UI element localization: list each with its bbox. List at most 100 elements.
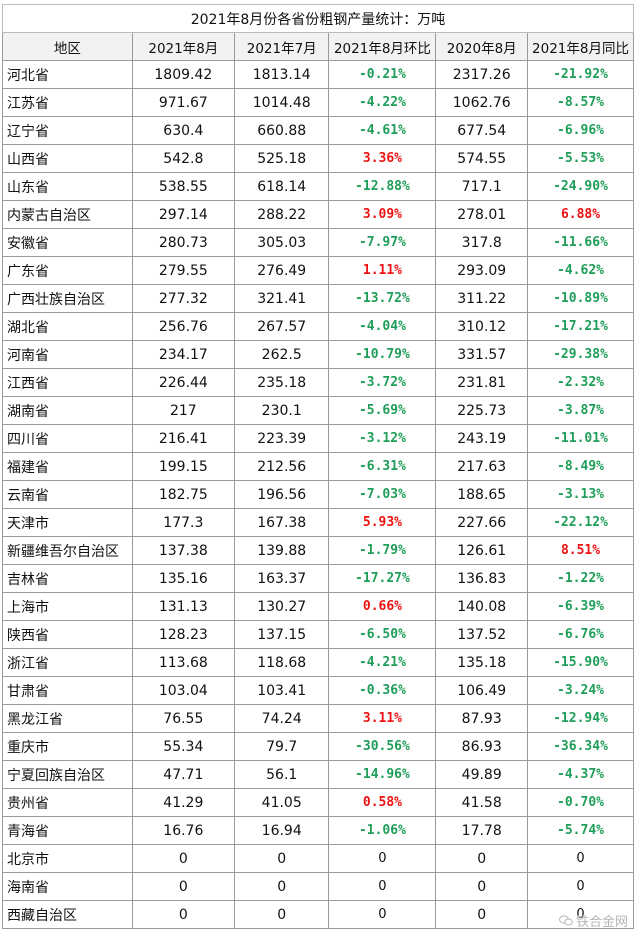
- cell-aug-2021: 76.55: [131, 704, 235, 733]
- cell-yoy: -17.21%: [527, 312, 634, 341]
- cell-region: 福建省: [2, 452, 133, 481]
- cell-region: 山东省: [2, 172, 133, 201]
- title-row: 2021年8月份各省份粗钢产量统计：万吨: [2, 4, 634, 33]
- cell-yoy: 8.51%: [527, 536, 634, 565]
- cell-yoy: -11.66%: [527, 228, 634, 257]
- cell-aug-2020: 86.93: [435, 732, 529, 761]
- table-row: 贵州省 41.29 41.05 0.58% 41.58 -0.70%: [2, 788, 634, 817]
- cell-jul-2021: 267.57: [233, 312, 330, 341]
- cell-region: 广东省: [2, 256, 133, 285]
- cell-region: 河北省: [2, 60, 133, 89]
- cell-aug-2020: 574.55: [435, 144, 529, 173]
- cell-yoy: -3.87%: [527, 396, 634, 425]
- table-title: 2021年8月份各省份粗钢产量统计：万吨: [2, 4, 634, 33]
- cell-yoy: 6.88%: [527, 200, 634, 229]
- cell-yoy: 0: [527, 872, 634, 901]
- cell-mom: -4.04%: [328, 312, 437, 341]
- header-mom: 2021年8月环比: [328, 32, 437, 61]
- table-row: 山西省 542.8 525.18 3.36% 574.55 -5.53%: [2, 144, 634, 173]
- table-row: 北京市 0 0 0 0 0: [2, 844, 634, 873]
- cell-region: 青海省: [2, 816, 133, 845]
- cell-region: 宁夏回族自治区: [2, 760, 133, 789]
- cell-aug-2021: 279.55: [131, 256, 235, 285]
- cell-region: 北京市: [2, 844, 133, 873]
- cell-yoy: -29.38%: [527, 340, 634, 369]
- spreadsheet: 2021年8月份各省份粗钢产量统计：万吨 地区 2021年8月 2021年7月 …: [2, 4, 634, 929]
- cell-mom: 5.93%: [328, 508, 437, 537]
- table-row: 吉林省 135.16 163.37 -17.27% 136.83 -1.22%: [2, 564, 634, 593]
- cell-yoy: -36.34%: [527, 732, 634, 761]
- cell-jul-2021: 223.39: [233, 424, 330, 453]
- cell-aug-2020: 717.1: [435, 172, 529, 201]
- cell-jul-2021: 276.49: [233, 256, 330, 285]
- cell-yoy: -22.12%: [527, 508, 634, 537]
- cell-region: 广西壮族自治区: [2, 284, 133, 313]
- cell-aug-2021: 0: [131, 844, 235, 873]
- cell-mom: 3.36%: [328, 144, 437, 173]
- table-row: 广东省 279.55 276.49 1.11% 293.09 -4.62%: [2, 256, 634, 285]
- cell-region: 云南省: [2, 480, 133, 509]
- cell-aug-2020: 41.58: [435, 788, 529, 817]
- cell-aug-2021: 217: [131, 396, 235, 425]
- cell-aug-2020: 135.18: [435, 648, 529, 677]
- cell-aug-2020: 1062.76: [435, 88, 529, 117]
- cell-region: 西藏自治区: [2, 900, 133, 929]
- cell-yoy: -3.13%: [527, 480, 634, 509]
- cell-yoy: -11.01%: [527, 424, 634, 453]
- cell-aug-2021: 137.38: [131, 536, 235, 565]
- cell-mom: -1.06%: [328, 816, 437, 845]
- cell-aug-2021: 1809.42: [131, 60, 235, 89]
- table-row: 河北省 1809.42 1813.14 -0.21% 2317.26 -21.92%: [2, 60, 634, 89]
- table-row: 天津市 177.3 167.38 5.93% 227.66 -22.12%: [2, 508, 634, 537]
- cell-aug-2020: 126.61: [435, 536, 529, 565]
- cell-yoy: -3.24%: [527, 676, 634, 705]
- table-row: 江西省 226.44 235.18 -3.72% 231.81 -2.32%: [2, 368, 634, 397]
- cell-region: 四川省: [2, 424, 133, 453]
- cell-jul-2021: 196.56: [233, 480, 330, 509]
- cell-aug-2020: 331.57: [435, 340, 529, 369]
- table-row: 宁夏回族自治区 47.71 56.1 -14.96% 49.89 -4.37%: [2, 760, 634, 789]
- cell-aug-2020: 310.12: [435, 312, 529, 341]
- cell-mom: -7.03%: [328, 480, 437, 509]
- cell-yoy: -5.53%: [527, 144, 634, 173]
- cell-jul-2021: 41.05: [233, 788, 330, 817]
- cell-aug-2021: 135.16: [131, 564, 235, 593]
- cell-aug-2020: 188.65: [435, 480, 529, 509]
- cell-jul-2021: 130.27: [233, 592, 330, 621]
- cell-aug-2021: 216.41: [131, 424, 235, 453]
- cell-aug-2021: 277.32: [131, 284, 235, 313]
- cell-region: 新疆维吾尔自治区: [2, 536, 133, 565]
- cell-mom: -4.21%: [328, 648, 437, 677]
- wechat-icon: [558, 915, 573, 926]
- cell-mom: -0.36%: [328, 676, 437, 705]
- cell-aug-2020: 278.01: [435, 200, 529, 229]
- table-row: 上海市 131.13 130.27 0.66% 140.08 -6.39%: [2, 592, 634, 621]
- cell-region: 贵州省: [2, 788, 133, 817]
- cell-jul-2021: 79.7: [233, 732, 330, 761]
- table-row: 福建省 199.15 212.56 -6.31% 217.63 -8.49%: [2, 452, 634, 481]
- cell-jul-2021: 74.24: [233, 704, 330, 733]
- header-jul-2021: 2021年7月: [233, 32, 330, 61]
- cell-mom: -17.27%: [328, 564, 437, 593]
- cell-region: 浙江省: [2, 648, 133, 677]
- cell-yoy: 0: [527, 844, 634, 873]
- cell-aug-2020: 293.09: [435, 256, 529, 285]
- cell-aug-2021: 182.75: [131, 480, 235, 509]
- cell-mom: -3.72%: [328, 368, 437, 397]
- cell-mom: -14.96%: [328, 760, 437, 789]
- cell-yoy: -4.62%: [527, 256, 634, 285]
- cell-aug-2021: 542.8: [131, 144, 235, 173]
- table-row: 重庆市 55.34 79.7 -30.56% 86.93 -36.34%: [2, 732, 634, 761]
- cell-jul-2021: 230.1: [233, 396, 330, 425]
- cell-region: 湖北省: [2, 312, 133, 341]
- table-row: 湖北省 256.76 267.57 -4.04% 310.12 -17.21%: [2, 312, 634, 341]
- cell-mom: -13.72%: [328, 284, 437, 313]
- table-row: 安徽省 280.73 305.03 -7.97% 317.8 -11.66%: [2, 228, 634, 257]
- cell-yoy: -21.92%: [527, 60, 634, 89]
- cell-aug-2021: 630.4: [131, 116, 235, 145]
- cell-mom: 1.11%: [328, 256, 437, 285]
- cell-yoy: -6.39%: [527, 592, 634, 621]
- cell-mom: -4.22%: [328, 88, 437, 117]
- cell-region: 陕西省: [2, 620, 133, 649]
- cell-aug-2020: 231.81: [435, 368, 529, 397]
